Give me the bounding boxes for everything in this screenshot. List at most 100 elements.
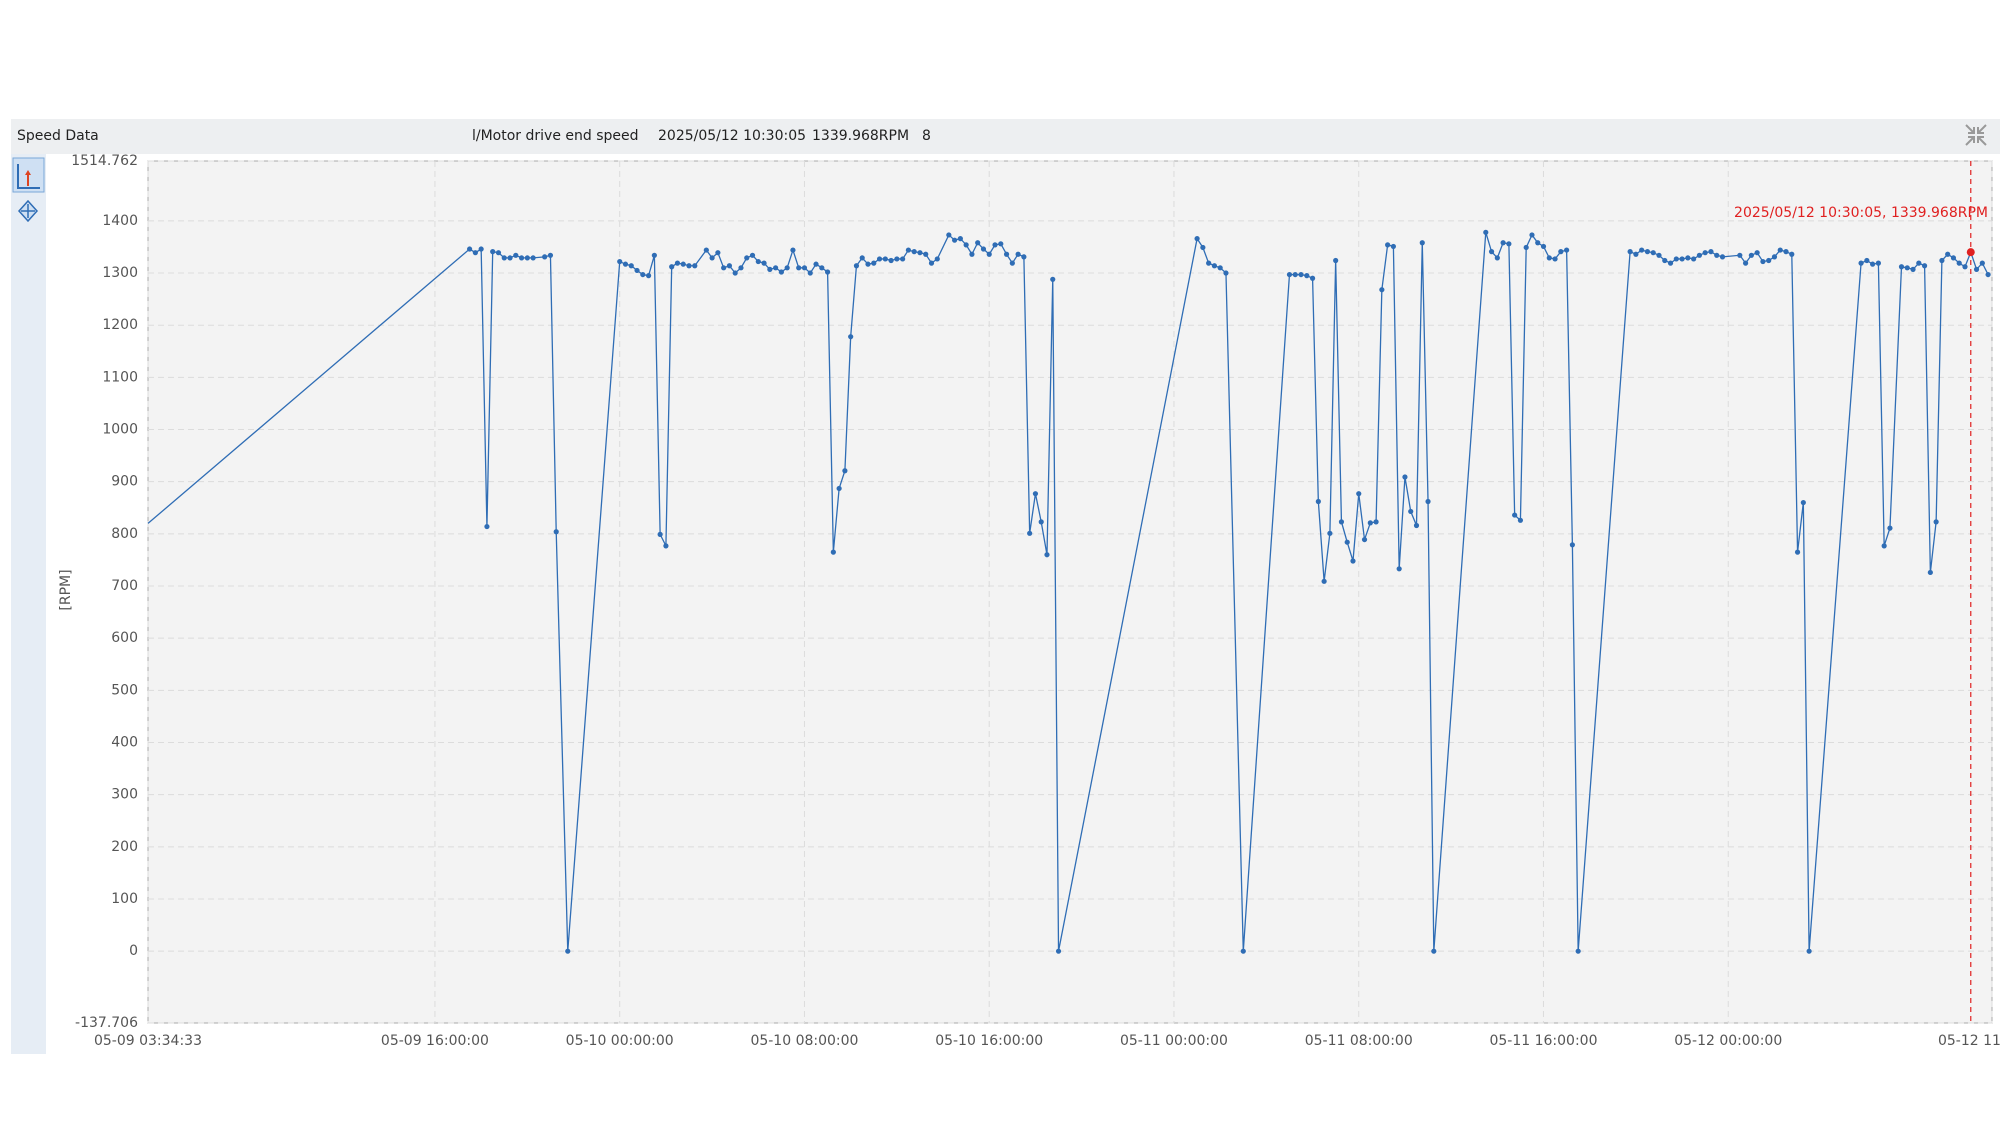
data-point [1032, 491, 1039, 497]
data-point [1050, 276, 1056, 282]
data-point [1973, 266, 1980, 272]
data-point [1950, 255, 1957, 261]
data-point [1003, 251, 1010, 257]
data-point [1488, 249, 1495, 255]
data-point [657, 531, 663, 537]
data-point [692, 263, 698, 269]
data-point [761, 260, 767, 266]
axis-tool-button[interactable] [12, 157, 45, 193]
y-tick-label: 600 [111, 630, 138, 646]
data-point [1864, 257, 1870, 264]
data-point [1962, 264, 1968, 270]
data-point [1956, 260, 1962, 266]
data-point [530, 255, 536, 261]
data-point [1286, 271, 1293, 278]
data-point [905, 247, 912, 253]
data-point [1927, 569, 1933, 576]
data-point [1298, 271, 1304, 278]
data-point [1916, 260, 1922, 266]
data-point [669, 264, 675, 270]
y-tick-label: 200 [111, 839, 138, 855]
data-point [1523, 244, 1529, 251]
data-point [836, 485, 842, 492]
y-tick-label: 0 [129, 943, 138, 959]
data-point [1881, 543, 1887, 549]
data-point [680, 261, 686, 267]
data-point [784, 265, 790, 271]
data-point [1535, 240, 1541, 246]
data-point [1685, 255, 1691, 261]
data-point [1055, 948, 1062, 954]
data-point [1027, 530, 1033, 536]
data-point [1708, 249, 1714, 255]
collapse-button[interactable] [1965, 124, 1987, 146]
data-point [1211, 263, 1218, 269]
data-point [518, 255, 525, 261]
header-bar [11, 119, 2000, 154]
data-point [1315, 498, 1321, 505]
panel-title: Speed Data [17, 128, 99, 144]
data-point [1754, 250, 1760, 256]
data-point [1223, 270, 1229, 276]
data-point [1760, 258, 1766, 265]
data-point [513, 252, 519, 258]
data-point [507, 255, 513, 261]
data-point [1309, 275, 1316, 281]
y-tick-label: 1514.762 [71, 153, 138, 169]
data-point [1569, 542, 1575, 548]
data-point [1719, 254, 1726, 260]
data-point [1627, 249, 1633, 255]
data-point [478, 246, 484, 252]
data-point [495, 250, 502, 256]
data-point [1431, 948, 1437, 954]
data-point [634, 267, 640, 274]
data-point [1206, 260, 1212, 266]
data-point [721, 265, 727, 271]
data-point [1910, 266, 1916, 272]
data-point [842, 468, 848, 474]
data-point [1789, 251, 1795, 257]
data-point [1858, 260, 1864, 266]
data-point [726, 263, 733, 269]
data-point [1985, 271, 1991, 278]
data-point [998, 241, 1004, 247]
data-point [946, 232, 952, 238]
y-tick-label: 700 [111, 578, 138, 594]
data-point [755, 258, 761, 265]
data-point [1044, 552, 1050, 558]
data-point [617, 258, 623, 265]
data-point [1702, 250, 1708, 256]
data-point [709, 255, 715, 261]
data-point [824, 269, 831, 275]
data-point [1240, 948, 1246, 954]
data-point [472, 250, 478, 256]
y-tick-label: 1200 [102, 317, 138, 333]
data-point [1887, 525, 1893, 531]
data-point [1633, 251, 1639, 257]
data-point [894, 256, 900, 262]
data-point [490, 249, 496, 255]
data-point [1367, 520, 1373, 526]
data-point [1540, 243, 1547, 250]
data-point [663, 543, 669, 549]
data-point [1356, 491, 1362, 497]
plot-area [147, 160, 1993, 1024]
pan-tool-button[interactable] [17, 199, 39, 223]
data-point [1875, 260, 1881, 266]
cursor-label: 2025/05/12 10:30:05, 1339.968RPM [1734, 205, 1988, 221]
data-point [830, 549, 836, 555]
x-tick-label: 05-12 11:25:14 [1938, 1033, 2000, 1049]
data-point [773, 265, 779, 271]
data-point [1500, 240, 1506, 246]
data-point [807, 270, 813, 276]
point-count: 8 [922, 128, 931, 144]
data-point [1344, 539, 1350, 545]
data-point [1396, 566, 1402, 572]
data-point [1737, 252, 1743, 258]
data-point [1777, 247, 1783, 253]
data-point [628, 263, 634, 269]
data-point [1200, 244, 1206, 251]
data-point [651, 252, 657, 258]
y-tick-label: 800 [111, 526, 138, 542]
data-point [501, 255, 507, 261]
